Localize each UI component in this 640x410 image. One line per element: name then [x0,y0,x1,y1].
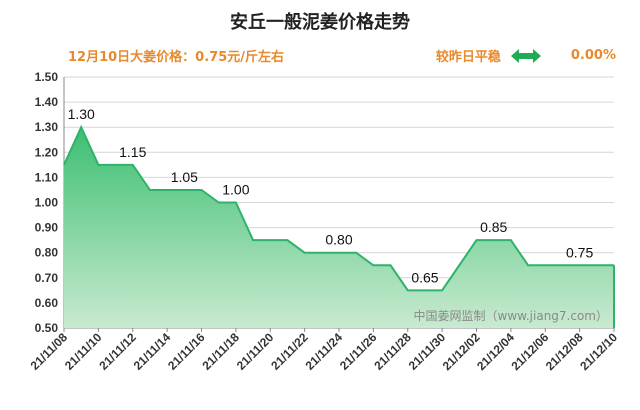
chart-title: 安丘一般泥姜价格走势 [230,12,410,33]
change-percent: 0.00% [570,48,616,63]
y-tick-label: 0.90 [35,221,59,235]
y-tick-label: 1.00 [35,196,59,210]
change-indicator: 较昨日平稳 0.00% [436,46,616,65]
x-tick-label: 21/11/24 [303,330,346,373]
data-label: 0.80 [325,232,352,248]
double-arrow-icon [510,48,541,63]
y-tick-label: 0.70 [35,271,59,285]
x-tick-label: 21/11/10 [62,330,105,373]
y-tick-label: 1.50 [35,70,59,84]
y-tick-label: 1.10 [35,170,59,184]
x-tick-label: 21/11/14 [131,330,174,373]
data-label: 0.65 [411,269,438,285]
watermark: 中国姜网监制（www.jiang7.com） [414,308,608,323]
series-line [63,124,614,292]
series-area [64,127,614,328]
y-tick-label: 1.30 [35,120,59,134]
x-tick-label: 21/11/20 [234,330,277,373]
data-label: 1.00 [222,182,249,198]
data-label: 1.30 [68,106,95,122]
price-summary: 12月10日大姜价格：0.75元/斤左右 [68,50,285,65]
x-tick-label: 21/12/10 [577,330,620,373]
change-label: 较昨日平稳 [435,50,501,65]
x-tick-label: 21/11/26 [337,330,380,373]
x-tick-label: 21/11/08 [28,330,71,373]
y-tick-label: 1.40 [35,95,59,109]
x-tick-label: 21/11/22 [268,330,311,373]
x-tick-label: 21/11/12 [96,330,139,373]
data-label: 1.15 [119,144,146,160]
data-label: 0.85 [480,219,507,235]
x-tick-label: 21/11/28 [371,330,414,373]
x-tick-label: 21/11/18 [200,330,243,373]
x-tick-label: 21/11/16 [165,330,208,373]
data-label: 1.05 [171,169,198,185]
y-tick-label: 0.80 [35,246,59,260]
y-tick-label: 0.60 [35,296,59,310]
data-label: 0.75 [566,244,593,260]
y-tick-label: 0.50 [35,321,59,335]
y-tick-label: 1.20 [35,145,59,159]
